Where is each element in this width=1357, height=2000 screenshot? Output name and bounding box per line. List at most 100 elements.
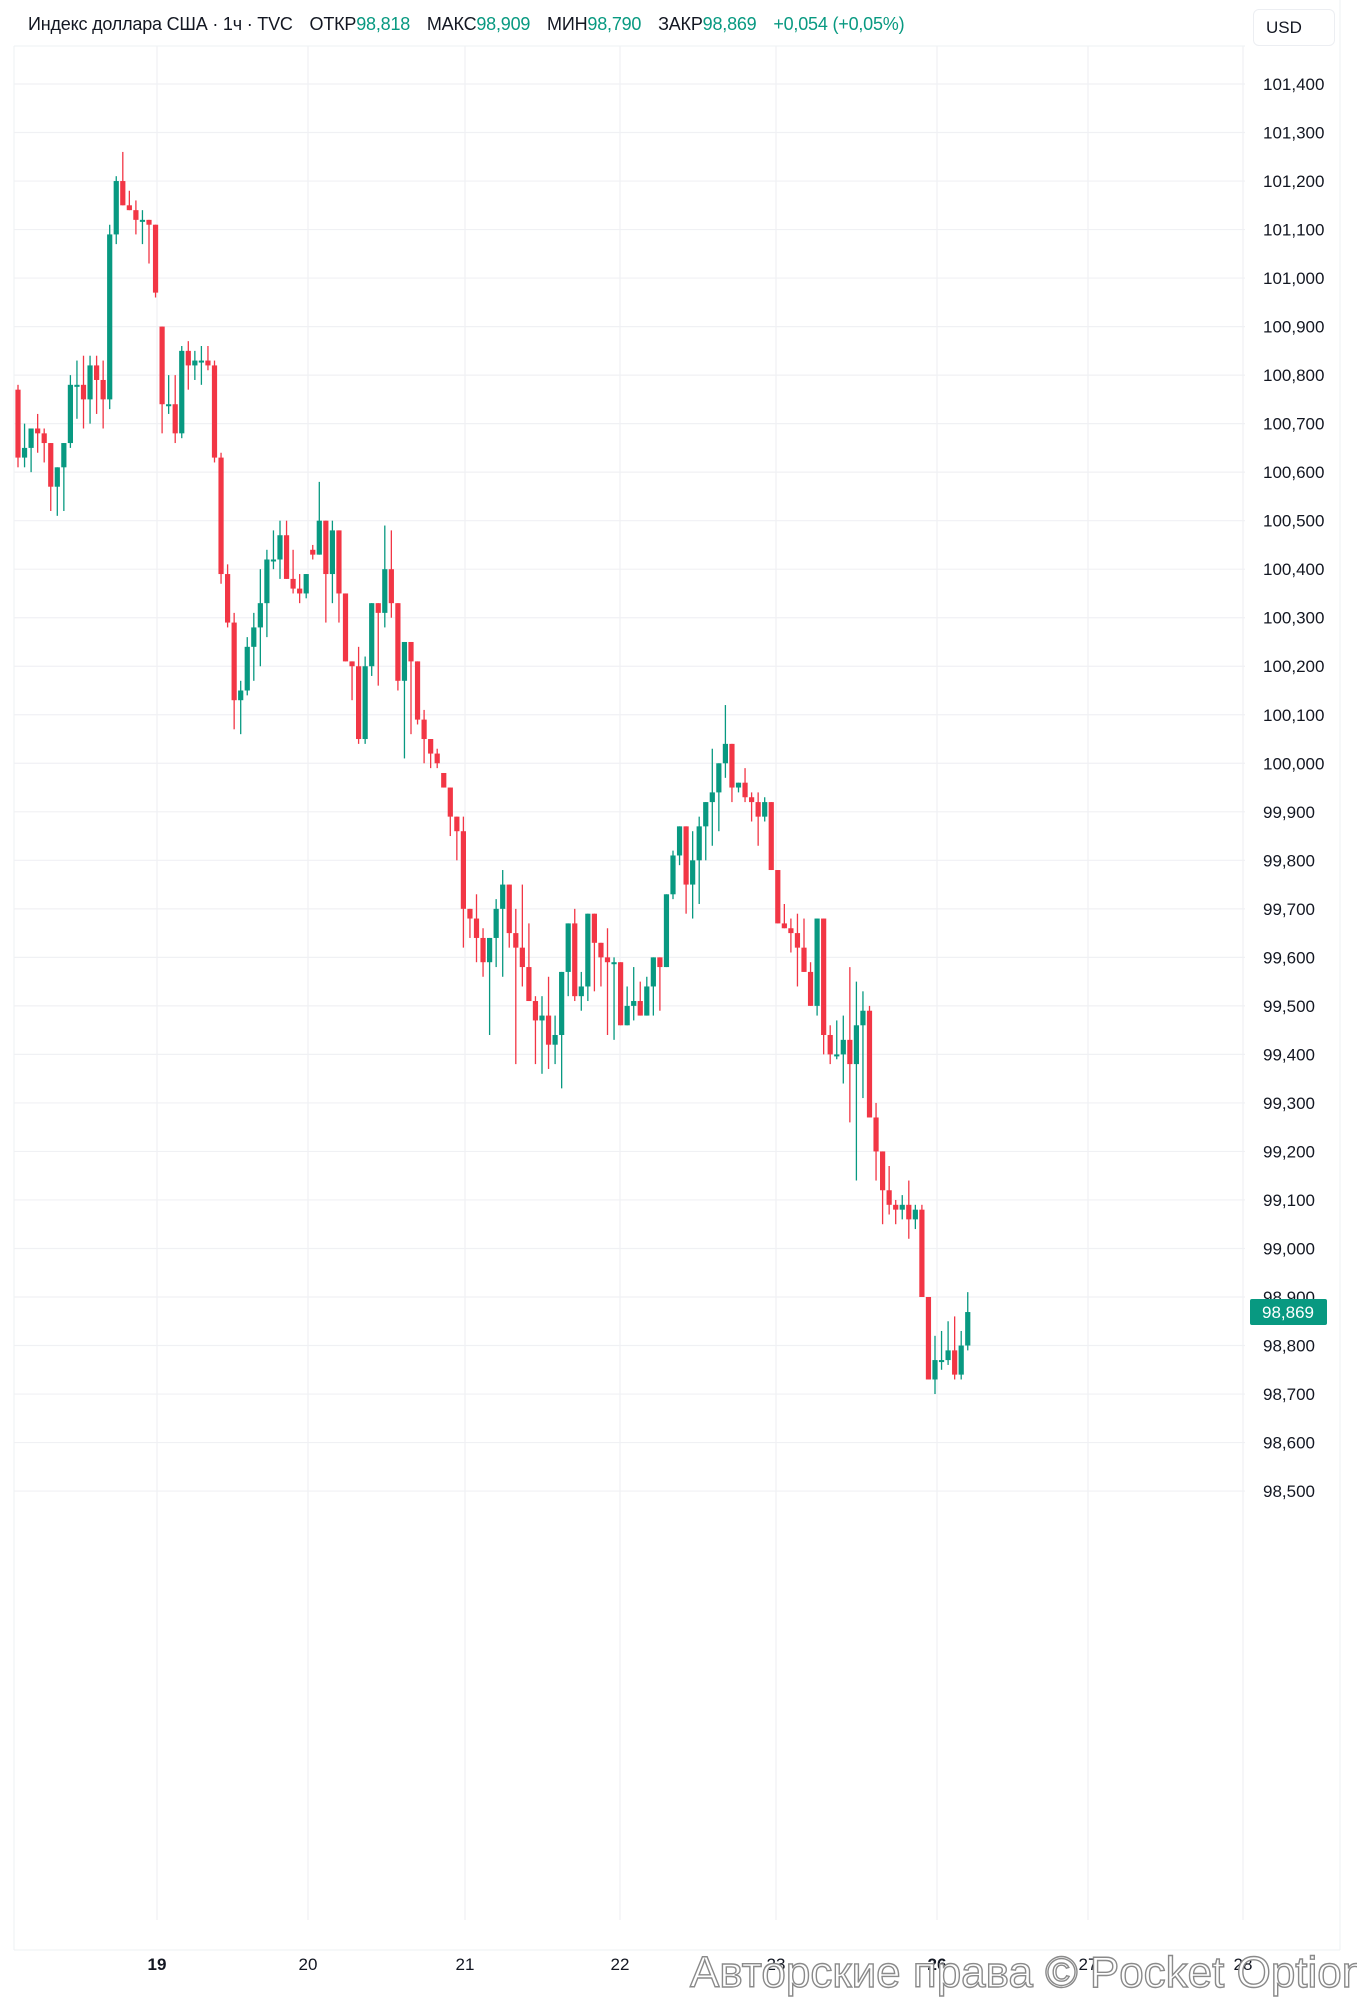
candle-body [572,923,578,997]
price-tick-label: 99,200 [1263,1142,1315,1161]
price-tick-label: 100,700 [1263,415,1324,434]
candle-body [395,603,401,681]
candle-body [473,918,480,938]
currency-button[interactable]: USD [1253,9,1335,46]
candle-body [434,753,440,764]
candle-body [198,360,204,363]
candle-body [421,719,427,740]
candle-body [690,860,696,885]
candle-body [578,986,584,997]
candle-body [107,234,113,400]
candle-body [336,530,342,594]
price-tick-label: 100,300 [1263,609,1324,628]
candle-body [21,447,28,458]
candle-body [231,622,237,701]
candle-body [519,947,525,968]
price-tick-label: 99,800 [1263,851,1315,870]
candle-body [447,787,453,817]
candle-body [899,1204,905,1210]
candle-body [952,1350,958,1375]
candle-body [873,1117,879,1152]
candle-body [958,1345,964,1375]
candle-body [159,326,165,405]
candle-body [277,535,283,560]
candle-body [401,641,408,681]
candle-body [113,181,119,235]
candle-body [35,428,41,434]
candle-body [126,205,132,211]
last-price-label: 98,869 [1262,1303,1314,1322]
candle-body [716,763,722,793]
price-tick-label: 99,000 [1263,1239,1315,1258]
candle-body [211,365,218,458]
candle-body [428,739,434,754]
candle-body [683,826,689,885]
candle-body [460,831,466,909]
candle-body [722,743,728,764]
candle-body [500,884,506,909]
candle-body [965,1312,971,1346]
high-value: 98,909 [476,14,531,34]
candle-body [821,918,827,1035]
candle-body [945,1350,951,1361]
candle-body [565,923,571,972]
candle-body [827,1034,833,1055]
price-tick-label: 100,800 [1263,366,1324,385]
close-value: 98,869 [702,14,757,34]
candle-body [735,782,742,788]
price-tick-label: 100,600 [1263,463,1324,482]
candle-body [48,443,54,487]
candle-body [559,971,565,1035]
candle-body [618,962,624,1026]
candle-body [375,603,381,613]
price-tick-label: 100,000 [1263,754,1324,773]
candle-body [251,627,257,647]
candle-body [54,467,60,487]
price-tick-label: 99,600 [1263,948,1315,967]
price-tick-label: 99,500 [1263,997,1315,1016]
candle-body [87,365,93,400]
candle-body [467,908,473,919]
candle-body [290,578,296,589]
candle-body [932,1360,938,1380]
candle-body [493,908,499,938]
candle-body [657,957,663,968]
candle-body [218,457,224,575]
high-label: МАКС [426,14,477,34]
candle-body [388,569,394,604]
candle-body [532,1001,539,1021]
price-tick-label: 101,100 [1263,221,1324,240]
candle-body [545,1015,552,1045]
candle-body [585,913,591,987]
candle-body [28,428,34,448]
candle-body [624,1005,630,1026]
candle-body [860,1010,866,1026]
candle-body [637,1001,643,1016]
price-tick-label: 98,500 [1263,1482,1315,1501]
candle-body [179,350,185,434]
candle-body [938,1360,945,1363]
candle-body [356,666,362,740]
price-tick-label: 101,000 [1263,269,1324,288]
price-tick-label: 98,700 [1263,1385,1315,1404]
candle-body [886,1190,892,1205]
price-tick-label: 100,200 [1263,657,1324,676]
candle-body [480,937,486,963]
candle-body [61,443,67,468]
candle-body [925,1297,932,1380]
date-tick-label: 26 [928,1955,947,1974]
candle-body [244,646,250,691]
candle-body [270,559,277,562]
change-value: +0,054 (+0,05%) [773,14,905,34]
candle-body [225,574,231,623]
price-tick-label: 100,100 [1263,706,1324,725]
candle-body [120,181,126,206]
candle-body [139,219,146,222]
date-tick-label: 21 [456,1955,475,1974]
candle-body [100,379,106,400]
candle-body [310,549,316,555]
price-tick-label: 99,400 [1263,1045,1315,1064]
open-label: ОТКР [309,14,357,34]
candle-body [513,933,519,948]
